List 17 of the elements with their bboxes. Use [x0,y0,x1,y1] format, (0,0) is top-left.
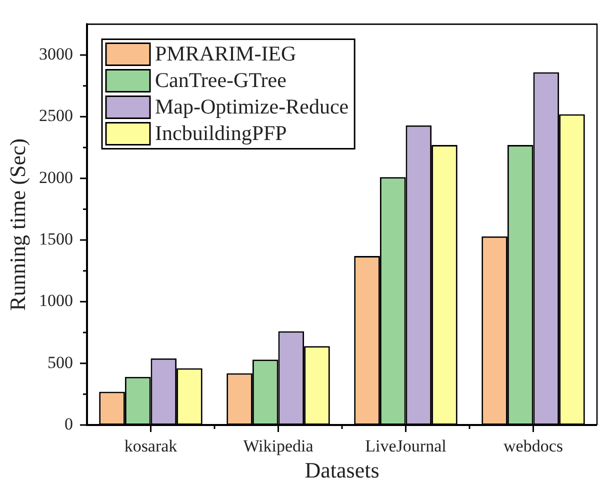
x-tick-label: Wikipedia [243,436,314,456]
x-axis-title: Datasets [304,458,380,483]
y-tick-label: 0 [64,414,73,434]
x-tick-label: LiveJournal [365,436,447,456]
y-tick-label: 1000 [39,291,73,310]
x-tick-label: kosarak [124,436,178,456]
y-axis-title: Running time (Sec) [4,138,30,311]
y-tick-label: 500 [48,352,73,372]
legend-label: PMRARIM-IEG [155,42,296,66]
y-tick-label: 2000 [39,168,73,187]
y-tick-label: 3000 [39,44,73,64]
y-tick-label: 1500 [39,229,73,248]
legend-label: IncbuildingPFP [155,121,287,146]
y-tick-label: 2500 [39,106,73,126]
legend-label: CanTree-GTree [155,68,286,92]
x-tick-label: webdocs [504,436,563,456]
legend-label: Map-Optimize-Reduce [155,94,349,119]
